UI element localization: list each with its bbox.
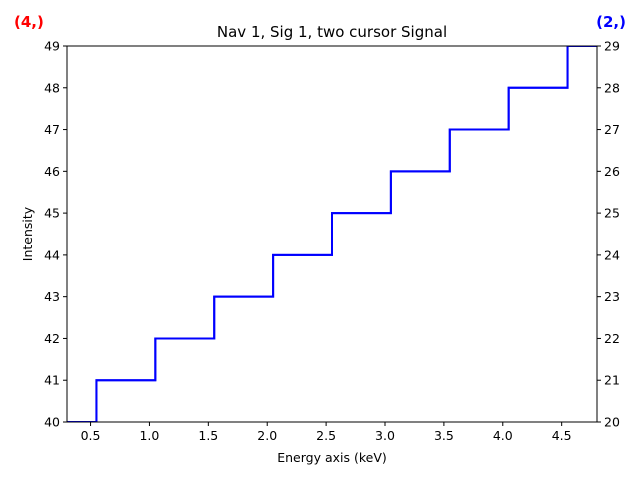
y-tick-label: 43 — [44, 289, 60, 304]
x-tick-label: 4.5 — [552, 428, 572, 443]
y-tick-label: 47 — [44, 122, 60, 137]
x-tick-label: 0.5 — [81, 428, 101, 443]
y2-tick-label: 29 — [604, 39, 620, 54]
series-line-2 — [67, 46, 597, 422]
y2-tick-label: 24 — [604, 247, 620, 262]
left-cursor-label: (4,) — [14, 13, 44, 31]
y-tick-label: 49 — [44, 39, 60, 54]
plot-frame — [66, 45, 598, 423]
y-tick-label: 42 — [44, 331, 60, 346]
x-tick-label: 2.0 — [257, 428, 277, 443]
x-tick-label: 1.5 — [198, 428, 218, 443]
x-tick-label: 3.5 — [434, 428, 454, 443]
y-tick-label: 41 — [44, 373, 60, 388]
chart-title: Nav 1, Sig 1, two cursor Signal — [217, 23, 447, 41]
y-tick-label: 48 — [44, 80, 60, 95]
y2-tick-label: 22 — [604, 331, 620, 346]
y2-tick-label: 21 — [604, 373, 620, 388]
y-tick-label: 46 — [44, 164, 60, 179]
y2-tick-label: 25 — [604, 206, 620, 221]
y-tick-label: 45 — [44, 206, 60, 221]
y-axis-title: Intensity — [20, 206, 35, 261]
y2-tick-label: 28 — [604, 80, 620, 95]
x-tick-label: 1.0 — [139, 428, 159, 443]
y2-tick-label: 20 — [604, 415, 620, 430]
y2-tick-label: 23 — [604, 289, 620, 304]
x-tick-label: 4.0 — [493, 428, 513, 443]
y-tick-label: 44 — [44, 247, 60, 262]
y2-tick-label: 27 — [604, 122, 620, 137]
right-cursor-label: (2,) — [596, 13, 626, 31]
x-tick-label: 3.0 — [375, 428, 395, 443]
x-tick-label: 2.5 — [316, 428, 336, 443]
x-axis-title: Energy axis (keV) — [277, 450, 387, 465]
y-tick-label: 40 — [44, 415, 60, 430]
y2-tick-label: 26 — [604, 164, 620, 179]
